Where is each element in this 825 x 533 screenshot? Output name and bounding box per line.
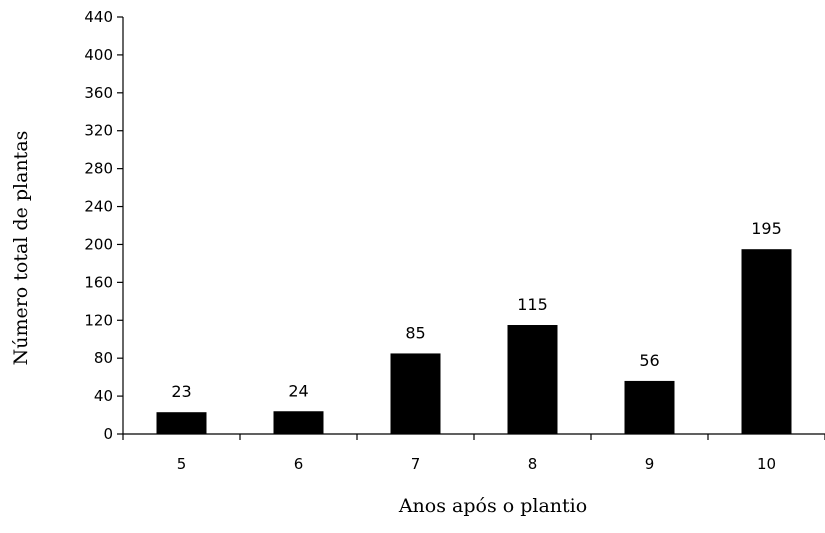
bar-8 (507, 325, 558, 434)
y-axis: 0 40 80 120 160 200 240 280 320 360 400 440 (84, 8, 124, 443)
x-tick-label-7: 7 (411, 455, 421, 473)
y-tick-label: 240 (84, 198, 113, 216)
bar-6 (273, 411, 324, 434)
y-tick-label: 80 (94, 349, 113, 367)
x-tick-label-9: 9 (645, 455, 655, 473)
data-label-5: 23 (171, 382, 191, 401)
x-tick-label-5: 5 (177, 455, 187, 473)
y-tick-label: 320 (84, 122, 113, 140)
y-tick-label: 400 (84, 46, 113, 64)
x-tick-label-6: 6 (294, 455, 304, 473)
y-tick-label: 440 (84, 8, 113, 26)
data-label-6: 24 (288, 381, 308, 400)
y-tick-label: 280 (84, 160, 113, 178)
y-tick-label: 200 (84, 235, 113, 253)
x-tick-label-10: 10 (757, 455, 776, 473)
y-tick-label: 40 (94, 387, 113, 405)
data-label-9: 56 (639, 351, 659, 370)
x-axis: 5 6 7 8 9 10 (122, 433, 825, 473)
bar-5 (156, 412, 207, 434)
bar-9 (624, 380, 675, 434)
y-tick-label: 0 (103, 425, 113, 443)
data-label-10: 195 (751, 219, 782, 238)
y-axis-title: Número total de plantas (10, 131, 32, 366)
x-tick-label-8: 8 (528, 455, 538, 473)
x-axis-title: Anos após o plantio (398, 495, 587, 517)
bars: 23 24 85 115 56 195 (156, 219, 792, 434)
y-tick-label: 360 (84, 84, 113, 102)
data-label-7: 85 (405, 323, 425, 342)
y-tick-label: 160 (84, 273, 113, 291)
bar-7 (390, 353, 441, 434)
bar-10 (741, 249, 792, 434)
data-label-8: 115 (517, 295, 548, 314)
y-tick-label: 120 (84, 311, 113, 329)
